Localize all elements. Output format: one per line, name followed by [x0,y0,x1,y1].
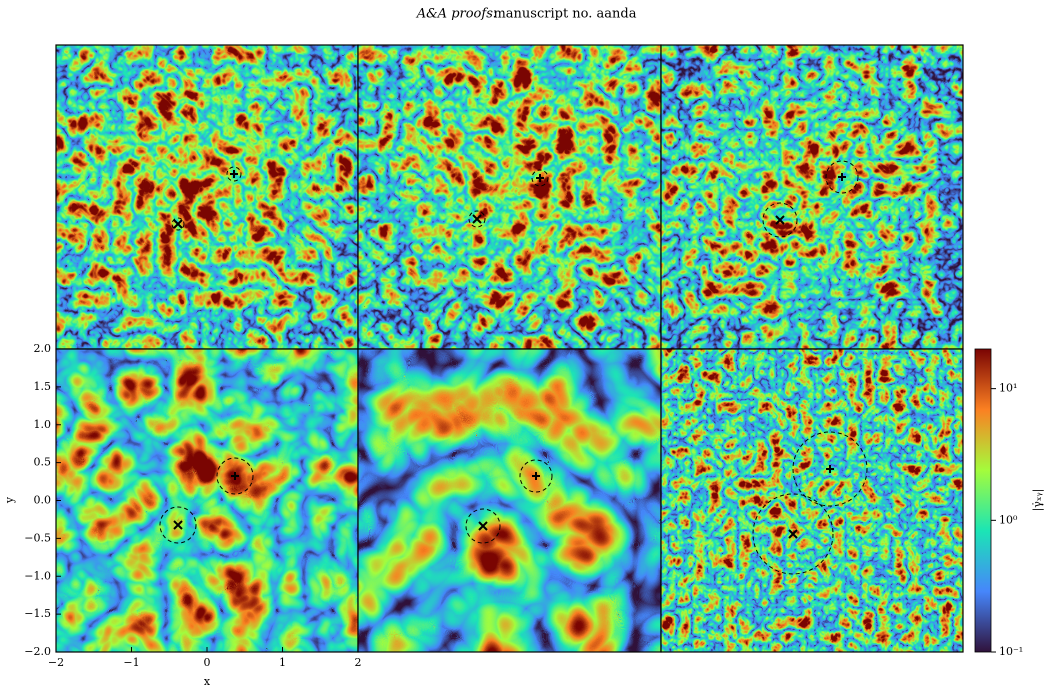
y-tick-label: 0.0 [34,494,52,507]
plus-marker [826,465,834,473]
dashed-circle [792,431,868,507]
plus-marker [532,472,540,480]
heatmap-panel [56,349,358,652]
plus-marker [231,472,239,480]
cross-marker [478,521,488,531]
heatmap-panel [358,349,661,652]
heatmap-panel [358,45,661,349]
cross-marker [173,219,183,229]
colorbar-tick-label: 10⁰ [999,513,1018,526]
heatmap-panel [661,349,963,652]
x-tick-label: −2 [48,656,64,669]
header-journal: A&A proofs: [416,7,498,22]
dashed-circle [531,169,549,187]
cross-marker [173,520,183,530]
dashed-circle [762,202,798,238]
dashed-circle [468,210,486,228]
dashed-circle [825,160,859,194]
heatmap-panel [56,45,358,349]
y-axis-label: y [3,496,16,504]
colorbar-label: |γ̇ₓᵧ| [1031,489,1045,512]
x-tick-label: 2 [355,656,362,669]
colorbar [974,348,992,653]
cross-marker [472,214,482,224]
dashed-circle [519,459,553,493]
header-manuscript: manuscript no. aanda [493,7,636,22]
colorbar-tick-label: 10¹ [999,382,1017,395]
x-tick-label: 0 [204,656,211,669]
plus-marker [838,173,846,181]
y-tick-label: 1.5 [34,380,52,393]
panels [55,44,964,653]
y-tick-label: 0.5 [34,456,52,469]
dashed-circle [216,457,254,495]
heatmap-panel [661,45,963,349]
dashed-circle [226,166,242,182]
dashed-circle [752,493,834,575]
y-tick-label: −1.0 [24,569,51,582]
y-tick-label: 1.0 [34,418,52,431]
dashed-circle [159,506,197,544]
x-tick-label: −1 [123,656,139,669]
y-tick-label: 2.0 [34,342,52,355]
y-tick-label: −1.5 [24,607,51,620]
x-tick-label: 1 [279,656,286,669]
colorbar-tick-label: 10⁻¹ [999,645,1023,658]
plus-marker [230,170,238,178]
y-tick-label: −0.5 [24,531,51,544]
cross-marker [775,215,785,225]
cross-marker [788,529,798,539]
panel-frame [660,348,964,653]
plus-marker [536,174,544,182]
dashed-circle [465,508,501,544]
y-tick-label: −2.0 [24,645,51,658]
x-axis-label: x [204,675,211,688]
dashed-circle [171,217,185,231]
